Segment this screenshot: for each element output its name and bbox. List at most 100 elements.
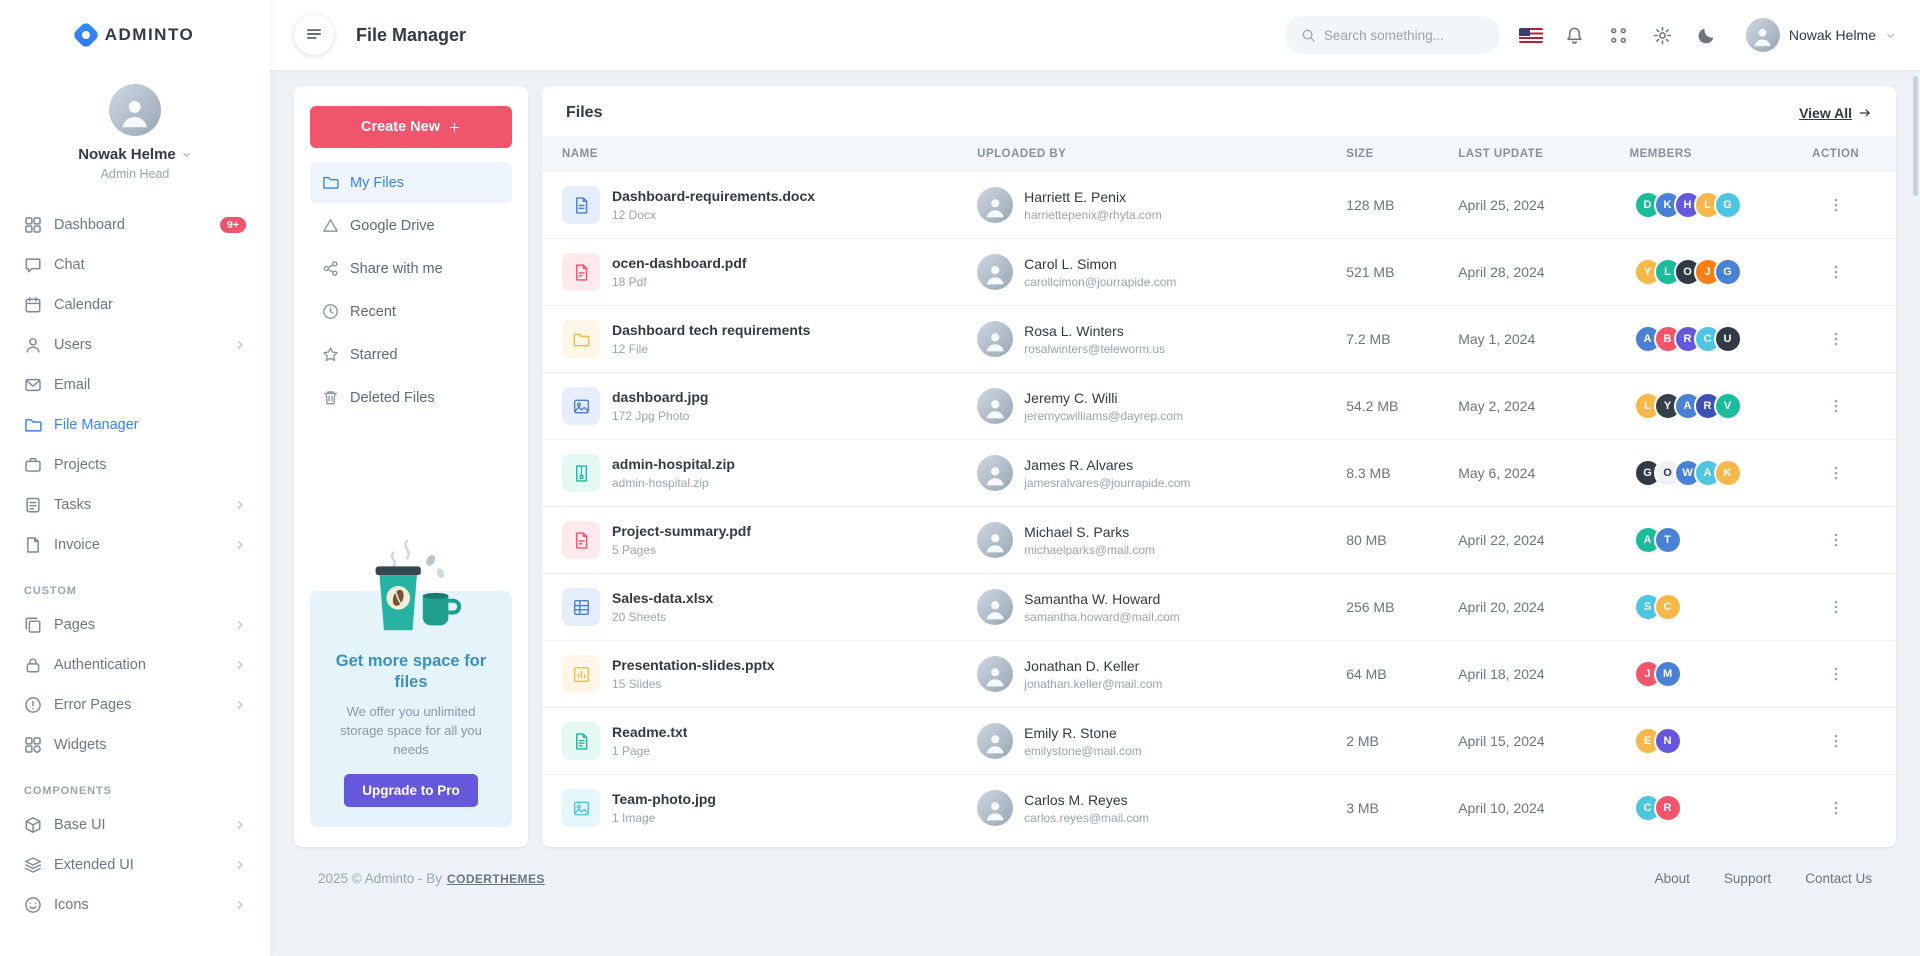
row-actions-button[interactable] — [1824, 260, 1848, 284]
uploader-avatar — [977, 522, 1014, 558]
table-row[interactable]: admin-hospital.zip admin-hospital.zip Ja… — [542, 440, 1896, 507]
sidebar-item-tasks[interactable]: Tasks — [0, 485, 270, 525]
settings-icon[interactable] — [1644, 16, 1682, 54]
sidebar-item-error-pages[interactable]: Error Pages — [0, 685, 270, 725]
file-name[interactable]: Dashboard tech requirements — [612, 322, 811, 338]
file-meta: 5 Pages — [612, 543, 657, 557]
fm-nav-deleted-files[interactable]: Deleted Files — [310, 377, 512, 418]
sidebar-item-calendar[interactable]: Calendar — [0, 285, 270, 325]
table-row[interactable]: Dashboard-requirements.docx 12 Docx Harr… — [542, 172, 1896, 239]
menu-toggle-button[interactable] — [294, 15, 334, 55]
table-row[interactable]: Sales-data.xlsx 20 Sheets Samantha W. Ho… — [542, 574, 1896, 641]
scrollbar[interactable] — [1913, 76, 1918, 196]
notification-icon[interactable] — [1556, 16, 1594, 54]
upgrade-pro-button[interactable]: Upgrade to Pro — [344, 774, 478, 807]
chevron-right-icon — [234, 539, 246, 551]
row-actions-button[interactable] — [1824, 461, 1848, 485]
fm-nav-recent[interactable]: Recent — [310, 291, 512, 332]
coderthemes-link[interactable]: CODERTHEMES — [447, 871, 545, 886]
fm-nav-google-drive[interactable]: Google Drive — [310, 205, 512, 246]
sidebar-item-dashboard[interactable]: Dashboard 9+ — [0, 205, 270, 245]
profile-avatar — [109, 84, 161, 136]
table-row[interactable]: Readme.txt 1 Page Emily R. Stone emilyst… — [542, 708, 1896, 775]
uploader-name: Samantha W. Howard — [1024, 590, 1161, 607]
sidebar-item-projects[interactable]: Projects — [0, 445, 270, 485]
logo[interactable]: ADMINTO — [0, 0, 270, 70]
copyright-text: 2025 © Adminto - By — [318, 871, 443, 886]
apps-icon[interactable] — [1600, 16, 1638, 54]
table-row[interactable]: Dashboard tech requirements 12 File Rosa… — [542, 306, 1896, 373]
sidebar-item-label: Projects — [54, 457, 107, 473]
file-manager-panel: Create New My Files Google Drive Share wit… — [294, 86, 528, 847]
sidebar-item-invoice[interactable]: Invoice — [0, 525, 270, 565]
file-size: 64 MB — [1346, 666, 1387, 682]
sidebar-item-widgets[interactable]: Widgets — [0, 725, 270, 765]
table-row[interactable]: ocen-dashboard.pdf 18 Pdf Carol L. Simon… — [542, 239, 1896, 306]
file-size: 3 MB — [1346, 800, 1379, 816]
row-actions-button[interactable] — [1824, 595, 1848, 619]
fm-nav-share-with-me[interactable]: Share with me — [310, 248, 512, 289]
file-name[interactable]: Dashboard-requirements.docx — [612, 188, 816, 204]
row-actions-button[interactable] — [1824, 394, 1848, 418]
row-actions-button[interactable] — [1824, 327, 1848, 351]
table-row[interactable]: Team-photo.jpg 1 Image Carlos M. Reyes c… — [542, 775, 1896, 841]
row-actions-button[interactable] — [1824, 729, 1848, 753]
member-avatar: G — [1713, 258, 1742, 286]
file-last-update: April 28, 2024 — [1458, 264, 1545, 280]
row-actions-button[interactable] — [1824, 662, 1848, 686]
theme-toggle-icon[interactable] — [1688, 16, 1726, 54]
file-name[interactable]: Readme.txt — [612, 724, 688, 740]
sidebar-item-email[interactable]: Email — [0, 365, 270, 405]
profile-name-menu[interactable]: Nowak Helme — [78, 146, 192, 163]
file-name[interactable]: Sales-data.xlsx — [612, 590, 714, 606]
file-size: 2 MB — [1346, 733, 1379, 749]
smile-icon — [24, 896, 42, 914]
topbar: File Manager Nowak Helme — [270, 0, 1920, 70]
row-actions-button[interactable] — [1824, 796, 1848, 820]
create-new-button[interactable]: Create New — [310, 106, 512, 148]
footer-links: About Support Contact Us — [1655, 871, 1872, 886]
sidebar-item-icons[interactable]: Icons — [0, 885, 270, 925]
uploader-name: Emily R. Stone — [1024, 724, 1117, 741]
sidebar-item-extended-ui[interactable]: Extended UI — [0, 845, 270, 885]
sidebar-item-authentication[interactable]: Authentication — [0, 645, 270, 685]
file-name[interactable]: ocen-dashboard.pdf — [612, 255, 747, 271]
fm-nav-starred[interactable]: Starred — [310, 334, 512, 375]
file-name[interactable]: Presentation-slides.pptx — [612, 657, 775, 673]
sidebar-section-title: COMPONENTS — [24, 785, 112, 797]
row-actions-button[interactable] — [1824, 193, 1848, 217]
uploader-name: Michael S. Parks — [1024, 523, 1130, 540]
user-menu[interactable]: Nowak Helme — [1745, 18, 1896, 52]
table-row[interactable]: dashboard.jpg 172 Jpg Photo Jeremy C. Wi… — [542, 373, 1896, 440]
member-avatar: V — [1713, 392, 1742, 420]
sidebar-item-label: Tasks — [54, 497, 92, 513]
fm-nav-my-files[interactable]: My Files — [310, 162, 512, 203]
uploader-avatar — [977, 455, 1014, 491]
file-name[interactable]: Project-summary.pdf — [612, 523, 751, 539]
table-row[interactable]: Project-summary.pdf 5 Pages Michael S. P… — [542, 507, 1896, 574]
sidebar-item-label: Email — [54, 377, 91, 393]
file-name[interactable]: admin-hospital.zip — [612, 456, 735, 472]
sidebar-item-base-ui[interactable]: Base UI — [0, 805, 270, 845]
uploader-avatar — [977, 656, 1014, 692]
file-name[interactable]: dashboard.jpg — [612, 389, 709, 405]
view-all-link[interactable]: View All — [1799, 105, 1872, 121]
footer-link-support[interactable]: Support — [1723, 871, 1772, 886]
us-flag-icon[interactable] — [1512, 16, 1550, 54]
search-input[interactable] — [1323, 27, 1484, 43]
table-row[interactable]: Presentation-slides.pptx 15 Slides Jonat… — [542, 641, 1896, 708]
uploader-name: James R. Alvares — [1024, 456, 1134, 473]
footer-link-contact-us[interactable]: Contact Us — [1805, 871, 1872, 886]
footer-link-about[interactable]: About — [1654, 871, 1690, 886]
sidebar-item-chat[interactable]: Chat — [0, 245, 270, 285]
sidebar-item-pages[interactable]: Pages — [0, 605, 270, 645]
member-avatar: U — [1713, 325, 1742, 353]
profile-name: Nowak Helme — [78, 146, 176, 163]
chevron-right-icon — [234, 499, 246, 511]
sidebar-item-file-manager[interactable]: File Manager — [0, 405, 270, 445]
row-actions-button[interactable] — [1824, 528, 1848, 552]
sidebar-item-users[interactable]: Users — [0, 325, 270, 365]
member-avatar: K — [1713, 459, 1742, 487]
file-name[interactable]: Team-photo.jpg — [612, 791, 716, 807]
